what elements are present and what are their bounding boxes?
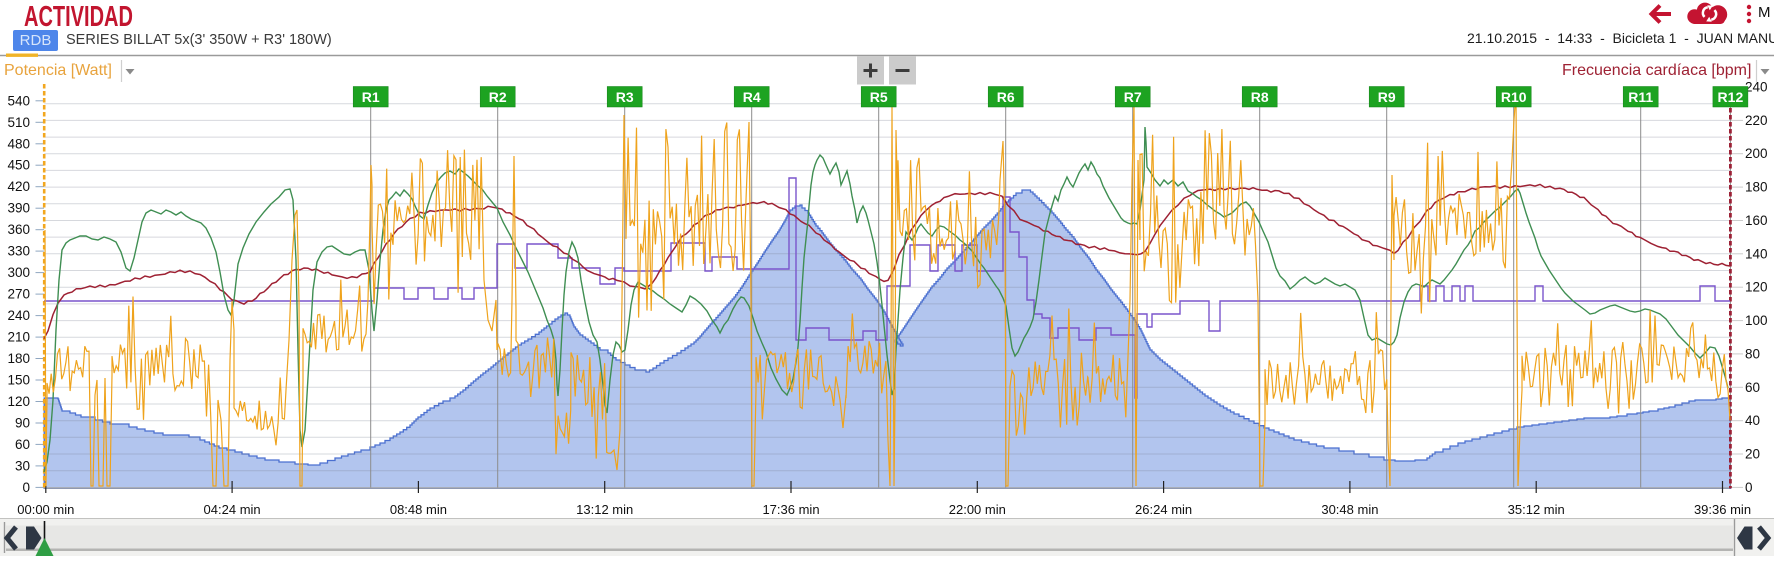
svg-text:60: 60 bbox=[1745, 380, 1760, 395]
svg-text:13:12 min: 13:12 min bbox=[576, 502, 633, 517]
svg-text:22:00 min: 22:00 min bbox=[949, 502, 1006, 517]
svg-text:420: 420 bbox=[7, 179, 30, 194]
svg-text:270: 270 bbox=[7, 287, 30, 302]
svg-text:08:48 min: 08:48 min bbox=[390, 502, 447, 517]
svg-text:04:24 min: 04:24 min bbox=[204, 502, 261, 517]
svg-text:220: 220 bbox=[1745, 113, 1768, 128]
svg-text:0: 0 bbox=[1745, 480, 1753, 495]
svg-text:360: 360 bbox=[7, 222, 30, 237]
svg-text:20: 20 bbox=[1745, 447, 1760, 462]
svg-text:35:12 min: 35:12 min bbox=[1508, 502, 1565, 517]
svg-text:30:48 min: 30:48 min bbox=[1321, 502, 1378, 517]
svg-text:450: 450 bbox=[7, 158, 30, 173]
svg-text:0: 0 bbox=[22, 480, 30, 495]
svg-text:100: 100 bbox=[1745, 313, 1768, 328]
svg-text:90: 90 bbox=[15, 416, 30, 431]
svg-text:R7: R7 bbox=[1124, 89, 1142, 105]
svg-text:510: 510 bbox=[7, 115, 30, 130]
svg-text:39:36 min: 39:36 min bbox=[1694, 502, 1751, 517]
svg-text:R5: R5 bbox=[870, 89, 888, 105]
svg-text:150: 150 bbox=[7, 373, 30, 388]
svg-text:120: 120 bbox=[7, 394, 30, 409]
svg-text:160: 160 bbox=[1745, 213, 1768, 228]
svg-text:R3: R3 bbox=[616, 89, 634, 105]
svg-text:180: 180 bbox=[1745, 180, 1768, 195]
svg-text:30: 30 bbox=[15, 458, 30, 473]
svg-text:60: 60 bbox=[15, 437, 30, 452]
svg-text:330: 330 bbox=[7, 244, 30, 259]
svg-text:80: 80 bbox=[1745, 346, 1760, 361]
svg-text:210: 210 bbox=[7, 330, 30, 345]
svg-text:180: 180 bbox=[7, 351, 30, 366]
svg-text:R12: R12 bbox=[1718, 89, 1744, 105]
svg-text:R9: R9 bbox=[1378, 89, 1396, 105]
svg-text:540: 540 bbox=[7, 93, 30, 108]
svg-text:140: 140 bbox=[1745, 246, 1768, 261]
svg-text:240: 240 bbox=[7, 308, 30, 323]
svg-text:R8: R8 bbox=[1251, 89, 1269, 105]
svg-text:120: 120 bbox=[1745, 280, 1768, 295]
svg-text:17:36 min: 17:36 min bbox=[762, 502, 819, 517]
svg-text:240: 240 bbox=[1745, 80, 1768, 95]
svg-text:480: 480 bbox=[7, 136, 30, 151]
svg-text:R1: R1 bbox=[362, 89, 380, 105]
svg-text:R11: R11 bbox=[1628, 89, 1653, 105]
svg-text:300: 300 bbox=[7, 265, 30, 280]
svg-text:200: 200 bbox=[1745, 146, 1768, 161]
svg-text:R6: R6 bbox=[997, 89, 1015, 105]
svg-text:390: 390 bbox=[7, 201, 30, 216]
svg-text:R10: R10 bbox=[1501, 89, 1527, 105]
svg-text:40: 40 bbox=[1745, 413, 1760, 428]
svg-text:R2: R2 bbox=[489, 89, 507, 105]
svg-text:26:24 min: 26:24 min bbox=[1135, 502, 1192, 517]
svg-text:R4: R4 bbox=[743, 89, 761, 105]
svg-text:00:00 min: 00:00 min bbox=[17, 502, 74, 517]
